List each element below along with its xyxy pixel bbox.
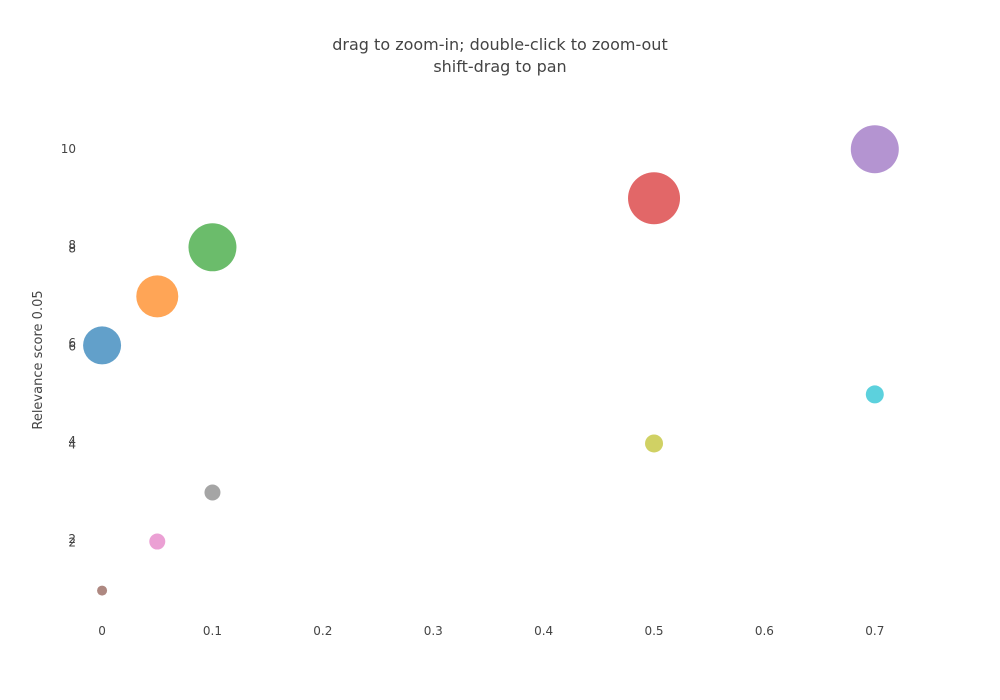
scatter-point[interactable] [865,385,884,404]
x-tick-label: 0.2 [313,624,332,638]
x-tick-label: 0.7 [865,624,884,638]
chart-title: drag to zoom-in; double-click to zoom-ou… [332,35,667,76]
y-tick-label: 4 [68,434,76,448]
x-tick-label: 0.4 [534,624,553,638]
scatter-point[interactable] [204,484,221,501]
y-tick-label: 10 [61,142,76,156]
scatter-point[interactable] [645,434,664,453]
x-tick-label: 0.1 [203,624,222,638]
scatter-point[interactable] [83,326,122,365]
x-tick-label: 0.5 [644,624,663,638]
x-tick-label: 0.3 [424,624,443,638]
y-tick-label: 8 [68,241,76,255]
y-tick-label: 8 [68,238,76,252]
chart-title-line-1: drag to zoom-in; double-click to zoom-ou… [332,35,667,54]
y-tick-label: 2 [68,536,76,550]
chart-title-line-2: shift-drag to pan [433,57,566,76]
scatter-point[interactable] [149,533,166,550]
x-tick-label: 0.6 [755,624,774,638]
scatter-point[interactable] [136,275,179,318]
y-tick-label: 2 [68,532,76,546]
x-axis-ticks: 0 0.1 0.2 0.3 0.4 0.5 0.6 0.7 [98,624,884,638]
y-tick-label: 4 [68,437,76,451]
y-tick-label: 6 [68,336,76,350]
scatter-point[interactable] [97,585,108,596]
x-tick-label: 0 [98,624,106,638]
scatter-point[interactable] [850,125,899,174]
data-points[interactable] [83,125,899,596]
scatter-point[interactable] [628,172,681,225]
y-tick-label: 6 [68,339,76,353]
y-axis-title: Relevance score 0.05 [31,290,46,429]
scatter-point[interactable] [188,223,237,272]
